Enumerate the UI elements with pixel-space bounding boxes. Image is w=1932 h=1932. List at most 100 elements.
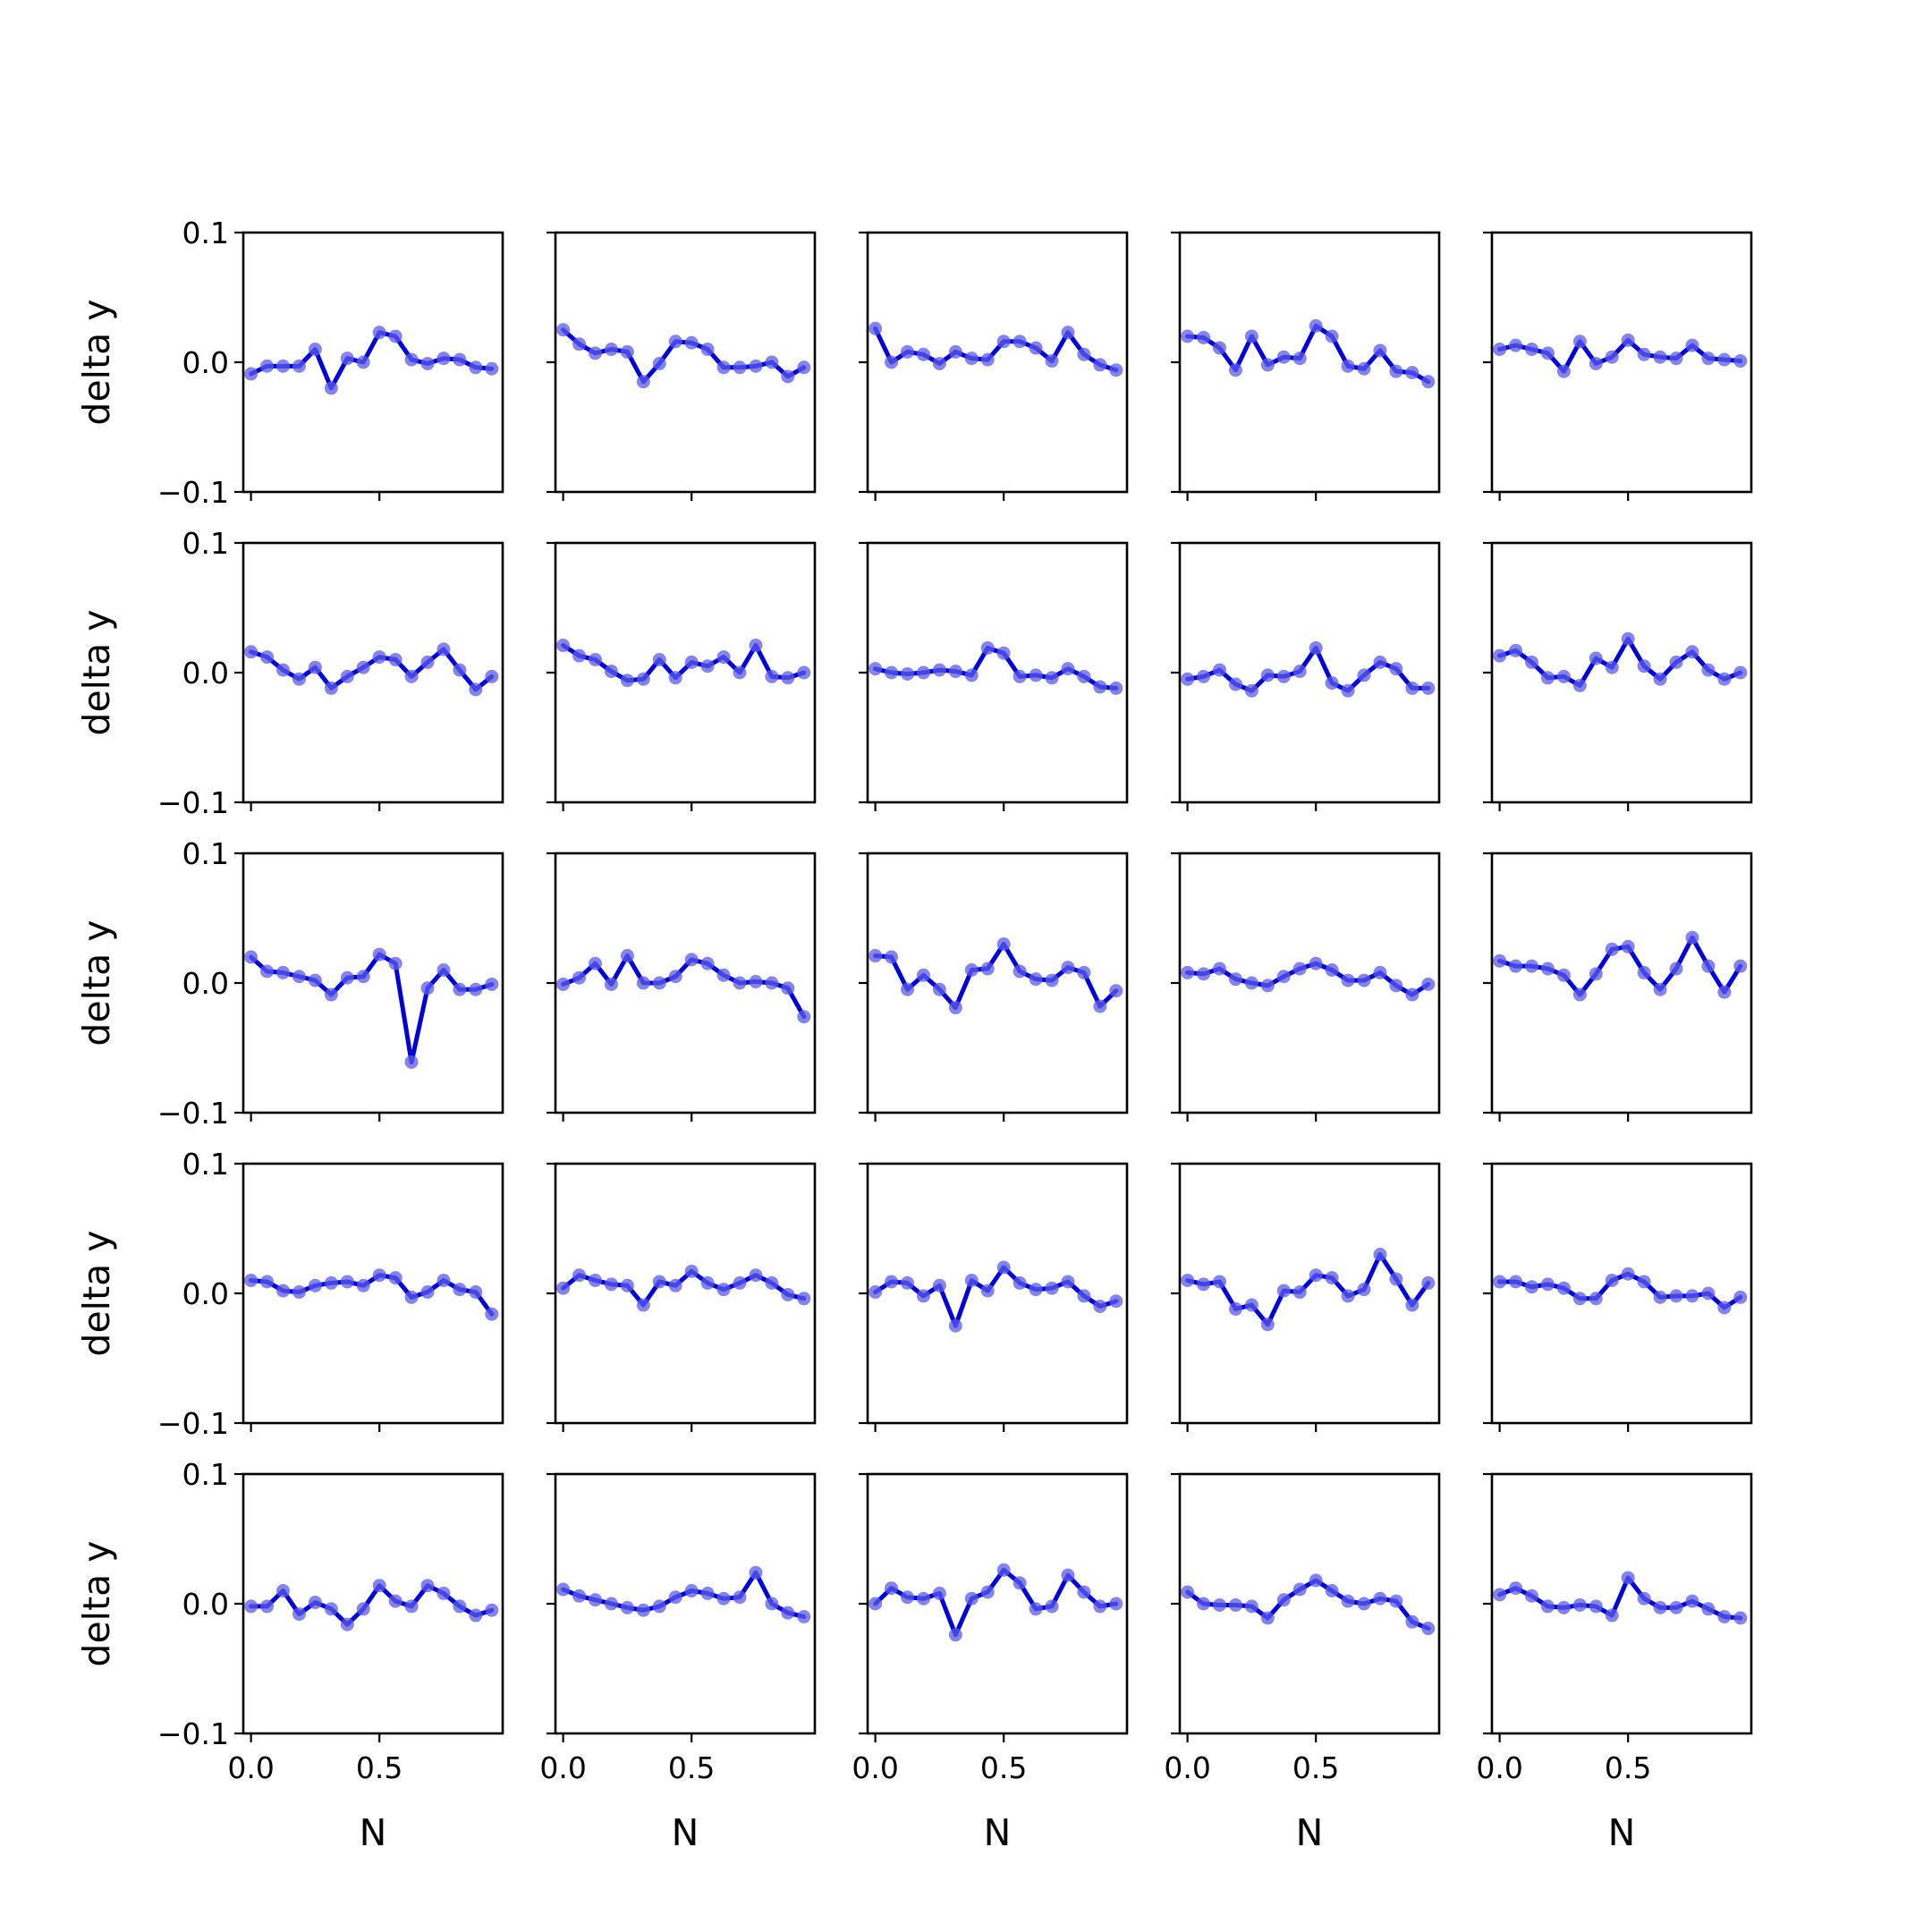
x-axis-label: N [672, 1811, 699, 1854]
data-point [1605, 1274, 1619, 1287]
data-point [948, 344, 962, 359]
data-point [797, 1610, 811, 1623]
data-point [749, 639, 763, 653]
y-axis-label: delta y [75, 919, 118, 1046]
data-point [1357, 668, 1371, 682]
data-point [1389, 1594, 1403, 1608]
data-point [1341, 359, 1355, 373]
data-point [964, 963, 979, 977]
data-point [1685, 1289, 1699, 1303]
data-point [1357, 361, 1371, 376]
data-point [749, 975, 763, 989]
data-point [964, 1274, 979, 1287]
data-point [781, 1287, 795, 1301]
data-point [1389, 1272, 1403, 1286]
data-point [1260, 358, 1275, 372]
series-line [249, 647, 495, 692]
data-point [308, 973, 322, 987]
data-point [388, 653, 402, 666]
x-tick-label: 0.5 [1292, 1750, 1339, 1785]
data-point [1572, 1597, 1587, 1612]
data-point [485, 1307, 499, 1321]
data-point [1244, 683, 1258, 698]
data-point [1292, 665, 1307, 679]
data-point [1421, 681, 1436, 695]
data-point [292, 672, 306, 686]
data-point [885, 1581, 899, 1596]
axes-frame [1178, 1162, 1441, 1425]
data-point [652, 1275, 666, 1289]
x-axis-label: N [1608, 1811, 1636, 1854]
panel-4-5 [1483, 1162, 1753, 1432]
data-point [716, 968, 731, 982]
series-line [561, 1570, 807, 1619]
axes-frame [866, 541, 1129, 804]
data-point [244, 367, 258, 381]
data-point [916, 968, 930, 982]
data-point [1260, 1611, 1275, 1625]
data-point [684, 655, 699, 669]
y-tick-label: 0.0 [182, 345, 229, 380]
series-line [249, 1273, 495, 1317]
data-point [244, 950, 258, 964]
data-point [1525, 655, 1539, 669]
data-point [1373, 1248, 1387, 1261]
data-point [1109, 681, 1123, 695]
panel-3-4 [1171, 852, 1441, 1122]
series-line [1185, 1578, 1431, 1631]
data-point [244, 1274, 258, 1287]
series-line [1185, 323, 1431, 385]
data-point [436, 642, 451, 657]
data-point [1653, 982, 1667, 996]
axes-frame [554, 852, 817, 1114]
data-point [604, 1277, 618, 1292]
data-point [372, 650, 386, 665]
data-point [1228, 677, 1242, 691]
axes-frame [554, 1472, 817, 1735]
data-point [1341, 683, 1355, 698]
data-point [1685, 645, 1699, 659]
data-point [1556, 1281, 1571, 1295]
data-point [1540, 346, 1555, 360]
data-point [901, 1590, 915, 1605]
data-point [469, 360, 483, 375]
data-point [1717, 985, 1732, 999]
y-tick-label: −0.1 [157, 785, 229, 820]
axes-frame [242, 541, 504, 804]
y-tick-label: 0.0 [182, 1587, 229, 1622]
data-point [1045, 354, 1059, 369]
data-point [1213, 663, 1227, 677]
data-point [932, 356, 946, 370]
data-point [388, 1594, 402, 1608]
panel-1-4 [1171, 231, 1441, 501]
data-point [1077, 669, 1091, 683]
data-point [1109, 1294, 1123, 1309]
data-point [1556, 669, 1571, 683]
data-point [980, 640, 995, 655]
data-point [996, 1260, 1011, 1275]
data-point [324, 1602, 338, 1616]
series-line [561, 1268, 807, 1308]
data-point [276, 1284, 291, 1298]
data-point [276, 1584, 291, 1597]
data-point [589, 653, 603, 666]
series-line [1497, 636, 1743, 688]
data-point [668, 335, 682, 349]
data-point [1405, 681, 1419, 695]
data-point [901, 344, 915, 359]
data-point [1341, 1289, 1355, 1303]
data-point [733, 360, 747, 375]
axes-frame [554, 231, 817, 494]
data-point [589, 346, 603, 360]
data-point [932, 663, 946, 677]
data-point [436, 1586, 451, 1600]
data-point [260, 650, 275, 665]
data-point [1653, 672, 1667, 686]
data-point [1540, 1599, 1555, 1614]
data-point [1181, 965, 1195, 979]
data-point [1357, 1283, 1371, 1297]
data-point [604, 343, 618, 356]
data-point [980, 962, 995, 976]
data-point [1685, 1594, 1699, 1608]
data-point [1589, 356, 1603, 370]
